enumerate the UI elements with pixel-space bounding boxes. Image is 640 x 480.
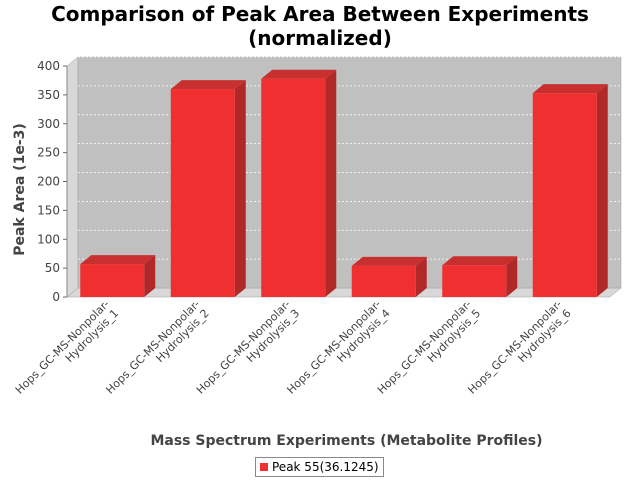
bar bbox=[261, 78, 326, 297]
chart-title: Comparison of Peak Area Between Experime… bbox=[51, 2, 589, 50]
x-tick-label-line: Hops_GC-MS-Nonpolar- bbox=[375, 298, 474, 397]
bar-side bbox=[415, 256, 427, 297]
bar bbox=[80, 264, 145, 297]
bar bbox=[170, 89, 235, 297]
x-tick-label: Hops_GC-MS-Nonpolar-Hydrolysis_6 bbox=[465, 298, 573, 397]
legend-label: Peak 55(36.1245) bbox=[272, 460, 379, 474]
plot-side-wall bbox=[66, 56, 79, 298]
bar-side bbox=[144, 255, 156, 297]
y-tick-label: 100 bbox=[37, 232, 60, 246]
y-tick-label: 0 bbox=[52, 290, 60, 304]
x-tick-label-line: Hops_GC-MS-Nonpolar- bbox=[284, 298, 383, 397]
bar bbox=[351, 265, 416, 297]
x-tick-label-line: Hops_GC-MS-Nonpolar- bbox=[103, 298, 202, 397]
y-tick-label: 400 bbox=[37, 59, 60, 73]
y-axis-title: Peak Area (1e-3) bbox=[12, 123, 28, 256]
bar-top bbox=[532, 84, 608, 94]
bar-side bbox=[234, 80, 246, 297]
bar-top bbox=[261, 69, 337, 79]
y-tick-label: 350 bbox=[37, 88, 60, 102]
legend-swatch bbox=[260, 463, 268, 471]
bar bbox=[532, 93, 597, 297]
bar-top bbox=[351, 256, 427, 266]
bar bbox=[442, 265, 507, 297]
x-axis-title: Mass Spectrum Experiments (Metabolite Pr… bbox=[150, 433, 542, 449]
bar-top bbox=[80, 255, 156, 265]
y-tick-label: 200 bbox=[37, 175, 60, 189]
y-tick-label: 150 bbox=[37, 203, 60, 217]
x-tick-label-line: Hops_GC-MS-Nonpolar- bbox=[13, 298, 112, 397]
bar-side bbox=[325, 69, 337, 297]
y-tick-label: 300 bbox=[37, 117, 60, 131]
y-tick-label: 50 bbox=[45, 261, 60, 275]
legend: Peak 55(36.1245) bbox=[255, 457, 384, 477]
x-tick-label-line: Hops_GC-MS-Nonpolar- bbox=[194, 298, 293, 397]
bar-top bbox=[170, 80, 246, 90]
bar-side bbox=[596, 84, 608, 297]
x-tick-label-line: Hops_GC-MS-Nonpolar- bbox=[465, 298, 564, 397]
bar-top bbox=[442, 256, 518, 266]
bar-side bbox=[506, 256, 518, 297]
y-tick-label: 250 bbox=[37, 146, 60, 160]
